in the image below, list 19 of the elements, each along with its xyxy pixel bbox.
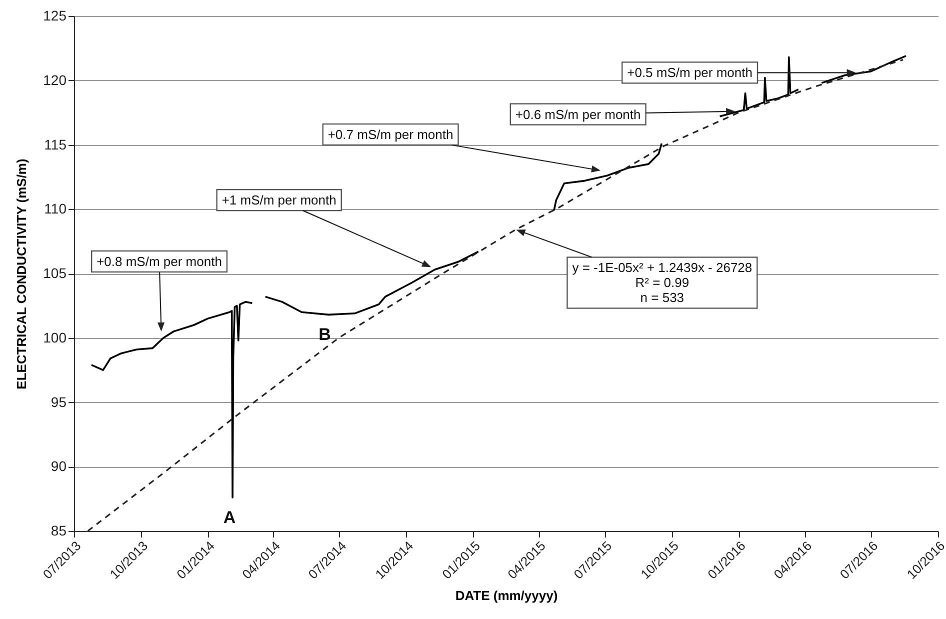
y-tick-label: 90 bbox=[50, 458, 67, 474]
y-tick-label: 125 bbox=[43, 8, 67, 24]
annotation: +0.8 mS/m per month bbox=[96, 254, 222, 269]
y-tick-label: 85 bbox=[50, 522, 67, 538]
y-tick-label: 100 bbox=[43, 329, 67, 346]
y-tick-label: 95 bbox=[50, 394, 67, 410]
y-axis-title: ELECTRICAL CONDUCTIVITY (mS/m) bbox=[14, 158, 30, 390]
y-tick-label: 105 bbox=[43, 265, 67, 281]
y-tick-label: 110 bbox=[44, 200, 67, 217]
annotation: A bbox=[223, 508, 236, 528]
x-axis-title: DATE (mm/yyyy) bbox=[455, 588, 558, 603]
annotation: B bbox=[318, 325, 331, 344]
y-tick-label: 120 bbox=[43, 72, 67, 88]
annotation: +0.5 mS/m per month bbox=[627, 65, 753, 80]
annotation: +0.6 mS/m per month bbox=[515, 106, 641, 122]
annotation: y = -1E-05x² + 1.2439x - 26728 R² = 0.99 n = 533 bbox=[572, 260, 752, 306]
annotation: +1 mS/m per month bbox=[222, 192, 336, 208]
y-tick-label: 115 bbox=[44, 136, 67, 152]
annotation: +0.7 mS/m per month bbox=[328, 127, 454, 142]
